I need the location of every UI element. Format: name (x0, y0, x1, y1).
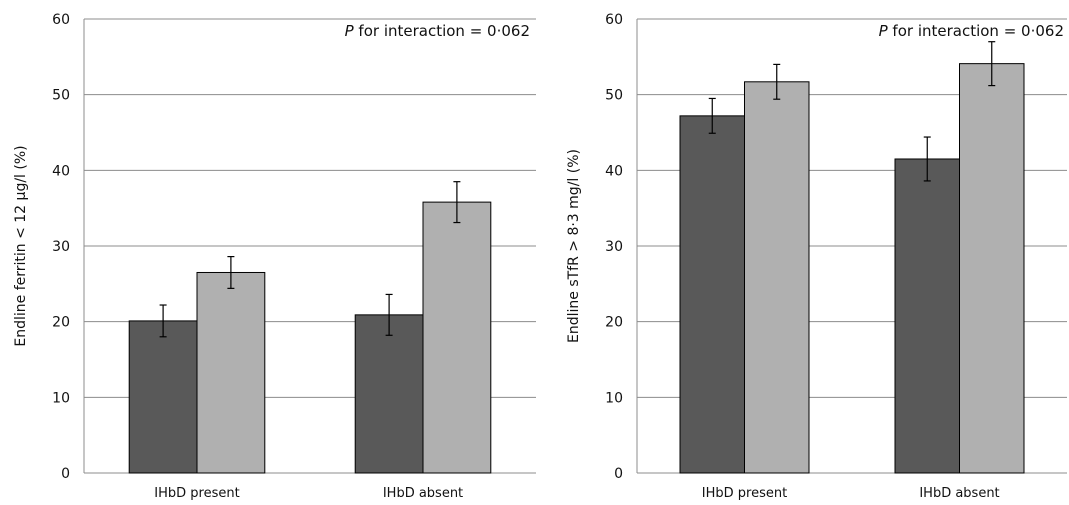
bar-series-1-ihbd-present (128, 320, 198, 474)
bar-series-2-ihbd-absent (422, 201, 492, 474)
y-tick-label: 50 (52, 88, 70, 104)
bar-series-1-ihbd-absent (894, 158, 960, 474)
bar-series-1-ihbd-absent (354, 314, 424, 474)
y-tick-label: 20 (52, 315, 70, 331)
chart-panel-2: 0 10 20 30 40 50 60 IHbD present IHbD absent Endl… (566, 12, 1067, 501)
bar-series-2-ihbd-present (196, 271, 266, 474)
y-axis-title: Endline sTfR > 8·3 mg/l (%) (566, 149, 582, 343)
chart-panel-1: 0 10 20 30 40 50 60 IHbD present IHbD absent Endl… (13, 12, 536, 501)
y-tick-label: 20 (605, 315, 623, 331)
y-tick-label: 0 (614, 466, 623, 482)
bar-series-2-ihbd-absent (959, 63, 1025, 474)
y-tick-label: 50 (605, 88, 623, 104)
bar-series-1-ihbd-present (679, 115, 745, 474)
y-tick-label: 10 (605, 390, 623, 406)
y-tick-label: 30 (52, 239, 70, 255)
y-tick-label: 60 (605, 12, 623, 28)
y-tick-label: 60 (52, 12, 70, 28)
x-category-label: IHbD absent (383, 486, 463, 501)
bar-series-2-ihbd-present (744, 81, 810, 474)
y-axis-title: Endline ferritin < 12 µg/l (%) (13, 145, 29, 346)
y-tick-label: 40 (605, 163, 623, 179)
y-tick-label: 40 (52, 163, 70, 179)
y-tick-label: 0 (61, 466, 70, 482)
x-category-label: IHbD present (702, 486, 787, 501)
interaction-p-annotation: P for interaction = 0·062 (879, 22, 1064, 40)
y-tick-label: 30 (605, 239, 623, 255)
interaction-p-annotation: P for interaction = 0·062 (345, 22, 530, 40)
x-category-label: IHbD present (154, 486, 239, 501)
y-tick-label: 10 (52, 390, 70, 406)
x-category-label: IHbD absent (919, 486, 999, 501)
